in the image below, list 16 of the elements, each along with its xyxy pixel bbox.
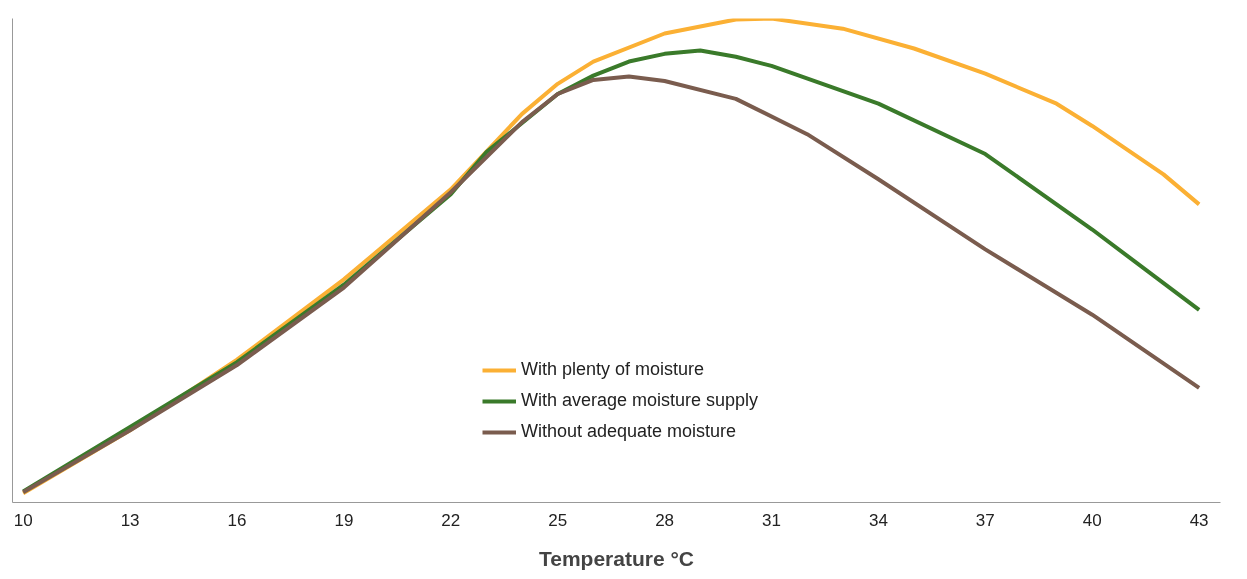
- x-tick-label: 22: [441, 510, 461, 530]
- x-axis-title: Temperature °C: [538, 546, 695, 570]
- x-tick-label: 34: [868, 510, 888, 530]
- legend-label: Without adequate moisture: [521, 421, 737, 442]
- x-tick-label: 31: [762, 510, 781, 530]
- x-tick-label: 37: [975, 510, 995, 530]
- x-tick-label: 16: [227, 510, 247, 530]
- x-tick-label: 13: [120, 510, 140, 530]
- x-tick-label: 40: [1082, 510, 1102, 530]
- x-tick-label: 28: [655, 510, 675, 530]
- x-tick-label: 43: [1189, 510, 1209, 530]
- x-tick-label: 25: [548, 510, 568, 530]
- x-tick-label: 10: [13, 510, 33, 530]
- legend-label: With average moisture supply: [521, 390, 759, 411]
- x-tick-label: 19: [334, 510, 354, 530]
- legend-label: With plenty of moisture: [521, 359, 705, 380]
